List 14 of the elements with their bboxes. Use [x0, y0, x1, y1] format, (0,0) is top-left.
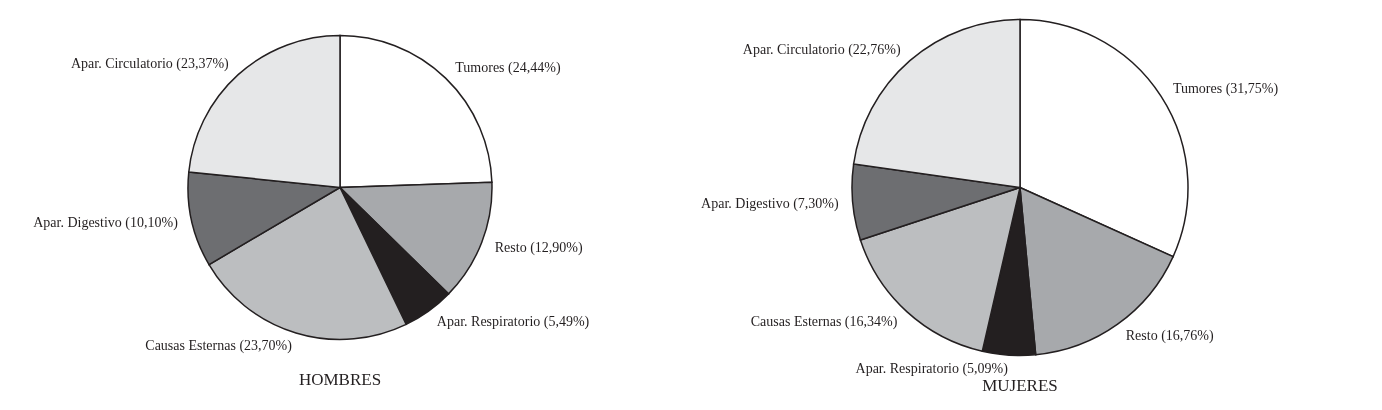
slice-label: Resto (16,76%) — [1125, 327, 1214, 344]
slice-label: Tumores (24,44%) — [455, 60, 561, 77]
slice-label: Apar. Circulatorio (22,76%) — [742, 42, 901, 59]
slice-label: Apar. Respiratorio (5,09%) — [855, 361, 1009, 378]
slice-label: Causas Esternas (16,34%) — [750, 313, 898, 330]
slice-label: Apar. Respiratorio (5,49%) — [436, 314, 590, 331]
text: MUJERES — [982, 376, 1058, 396]
slice-label: Apar. Digestivo (10,10%) — [33, 214, 179, 231]
slice-label: Resto (12,90%) — [494, 239, 583, 256]
slice-label: Causas Esternas (23,70%) — [145, 338, 293, 355]
slice-label: Apar. Digestivo (7,30%) — [701, 195, 840, 212]
slice-label: Apar. Circulatorio (23,37%) — [70, 56, 230, 73]
text: HOMBRES — [298, 370, 382, 389]
slice-label: Tumores (31,75%) — [1172, 80, 1279, 97]
